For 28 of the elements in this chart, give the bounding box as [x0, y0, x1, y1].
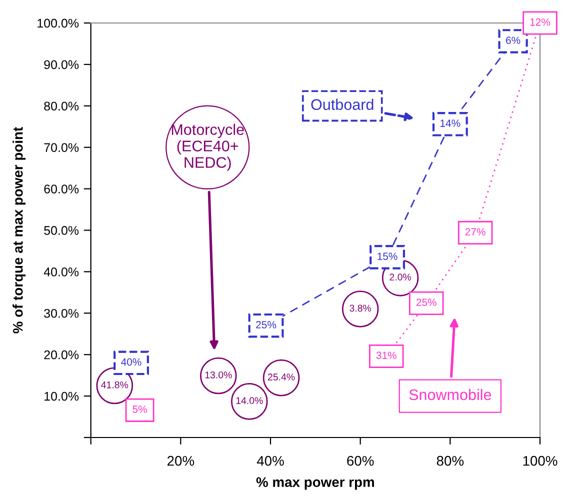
y-tick-label: 70.0% [44, 143, 79, 152]
y-tick-label: 60.0% [44, 184, 79, 194]
y-tick-label: 40.0% [44, 268, 79, 276]
y-tick-label: 90.0% [44, 60, 79, 70]
annotation: 5% [132, 406, 147, 413]
x-tick-label: 40% [256, 456, 284, 466]
y-tick-label: 50.0% [44, 226, 79, 235]
y-tick-label: 20.0% [44, 350, 79, 360]
y-tick-label: 10.0% [44, 392, 79, 401]
x-axis-title: % max power rpm [256, 477, 374, 490]
annotation: 25.4% [268, 374, 295, 380]
annotation: 41.8% [101, 381, 128, 388]
x-tick-label: 60% [347, 456, 374, 466]
x-tick-label: 80% [436, 456, 464, 466]
x-tick-label: 20% [167, 456, 194, 466]
annotation: 6% [506, 36, 520, 44]
annotation: Outboard [311, 98, 374, 110]
annotation: 2.0% [390, 274, 412, 281]
y-tick-label: 100.0% [38, 18, 79, 28]
y-tick-label: 30.0% [44, 308, 79, 318]
x-tick-label: 100% [523, 456, 558, 466]
annotation: 14.0% [236, 397, 263, 404]
annotation: Snowmobile [409, 388, 492, 400]
annotation: 3.8% [350, 304, 372, 312]
y-tick-label: 80.0% [44, 102, 79, 111]
y-axis-title: % of torque at max power point [12, 127, 26, 334]
annotation: Motorcycle (ECE40+ NEDC) [172, 124, 244, 171]
annotation: 13.0% [205, 371, 232, 378]
